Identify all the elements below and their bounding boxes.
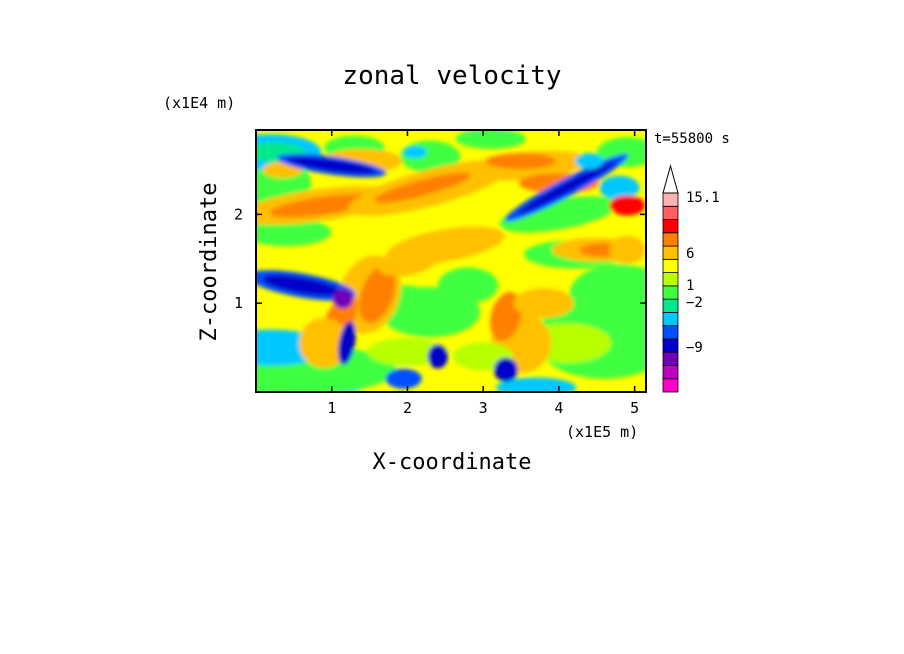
colorbar-swatch	[662, 378, 679, 393]
contour-region	[256, 218, 332, 247]
colorbar-swatch	[662, 351, 679, 366]
contour-region	[374, 172, 471, 203]
colorbar-label: 6	[686, 246, 694, 262]
contour-region	[367, 338, 448, 367]
x-axis-label: X-coordinate	[373, 450, 532, 475]
contour-region	[496, 377, 577, 392]
contour-region	[385, 368, 422, 389]
contour-region	[517, 161, 616, 214]
colorbar-swatch	[662, 258, 679, 274]
colorbar-label: −9	[686, 340, 703, 356]
x-tick-label: 3	[479, 399, 488, 417]
contour-region	[609, 235, 646, 264]
contour-region	[299, 318, 350, 369]
colorbar-swatch	[662, 325, 679, 340]
plot-frame	[255, 129, 647, 393]
colorbar-swatch	[662, 338, 679, 353]
x-tick-label: 1	[327, 399, 336, 417]
contour-region	[609, 195, 646, 216]
contour-region	[499, 196, 619, 233]
y-axis-ticks: 12	[234, 205, 646, 312]
colorbar-swatch	[662, 272, 679, 287]
y-unit-label: (x1E4 m)	[163, 94, 235, 112]
contour-region	[490, 292, 522, 341]
colorbar: 15.1 6 1−2 −9	[662, 164, 720, 393]
contour-region	[377, 250, 438, 277]
contour-region	[486, 153, 557, 170]
colorbar-swatch	[662, 298, 679, 313]
colorbar-swatch	[662, 245, 679, 260]
colorbar-label: 1	[686, 278, 694, 294]
contour-region	[358, 265, 396, 324]
colorbar-swatch	[662, 365, 679, 380]
contour-region	[427, 344, 448, 369]
contour-region	[599, 175, 640, 200]
colorbar-swatch	[662, 311, 679, 327]
colorbar-swatch	[662, 219, 679, 234]
contour-region	[493, 357, 518, 382]
x-tick-label: 5	[630, 399, 639, 417]
x-tick-label: 2	[403, 399, 412, 417]
x-unit-label: (x1E5 m)	[566, 423, 638, 441]
colorbar-swatch	[662, 232, 679, 247]
contour-region	[575, 153, 604, 170]
colorbar-swatch	[662, 285, 679, 300]
contour-region	[438, 267, 499, 304]
contour-region	[569, 264, 646, 325]
contour-region	[455, 130, 526, 149]
x-tick-label: 4	[554, 399, 563, 417]
colorbar-label: −2	[686, 295, 703, 311]
contour-region	[262, 274, 341, 296]
contour-region	[269, 193, 379, 218]
x-axis-ticks: 1 2 3 4 5	[327, 130, 639, 417]
contour-region	[513, 288, 574, 319]
contour-region	[403, 146, 428, 159]
y-tick-label: 1	[234, 294, 243, 312]
y-tick-label: 2	[234, 205, 243, 223]
contour-region	[287, 156, 377, 175]
contour-field	[256, 130, 646, 392]
colorbar-swatch	[662, 205, 679, 220]
y-axis-label: Z-coordinate	[197, 183, 222, 342]
colorbar-label: 15.1	[686, 190, 720, 206]
contour-region	[338, 321, 356, 365]
time-label: t=55800 s	[654, 131, 730, 147]
contour-region	[333, 288, 354, 309]
colorbar-swatch	[662, 192, 679, 207]
chart-title: zonal velocity	[342, 61, 561, 91]
colorbar-overflow-arrow	[662, 164, 679, 194]
